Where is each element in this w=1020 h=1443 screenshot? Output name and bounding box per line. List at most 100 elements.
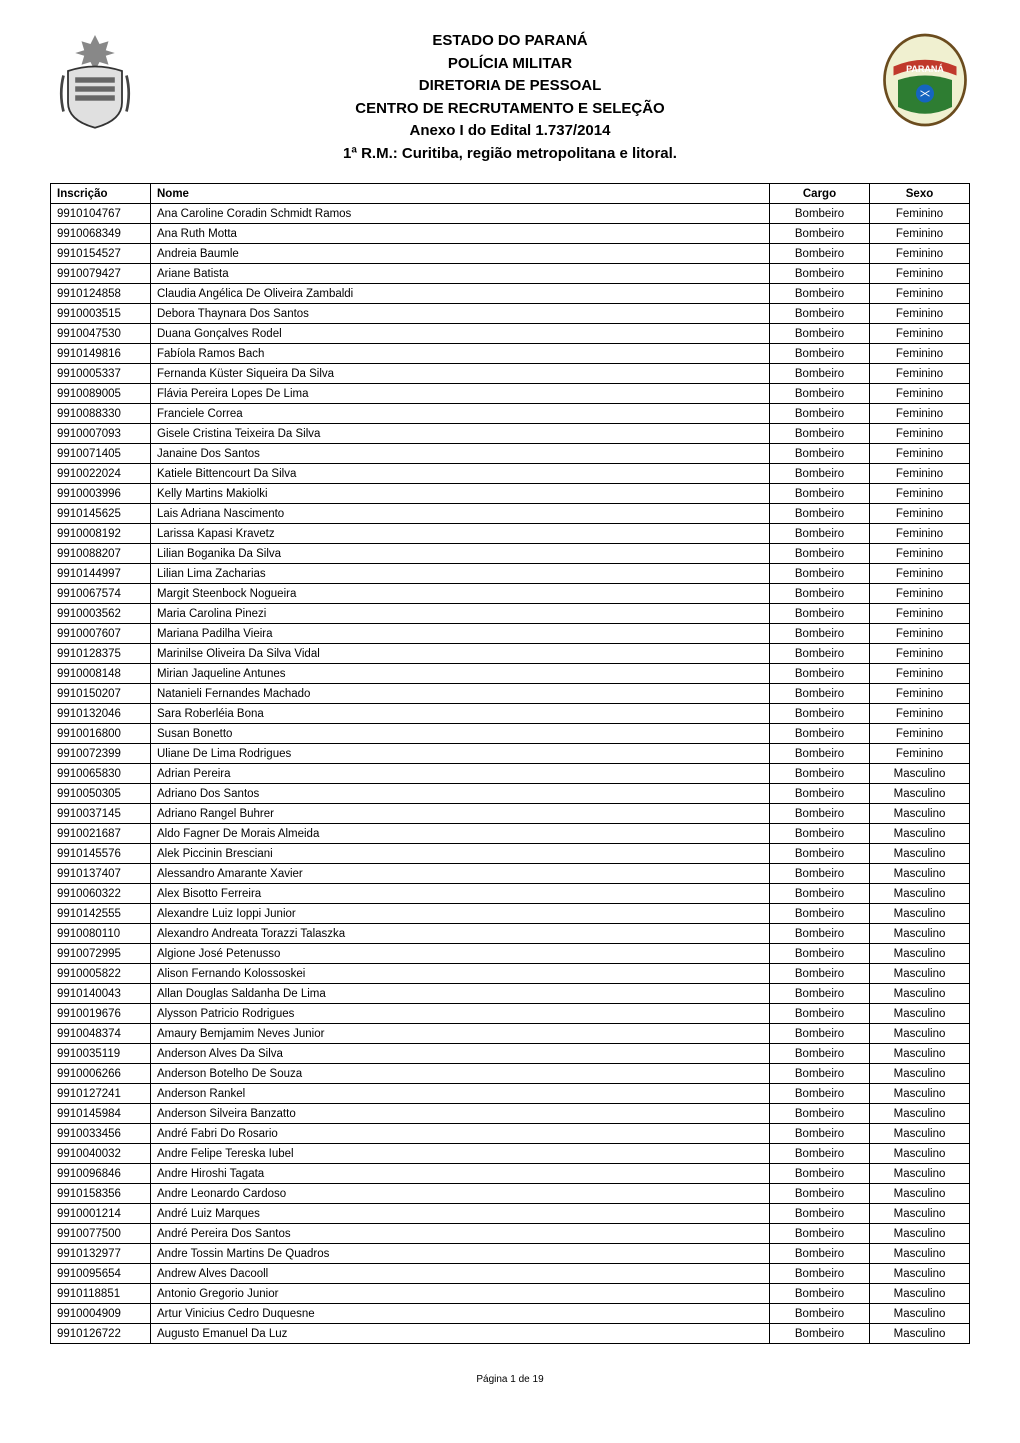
- cell-nome: Anderson Silveira Banzatto: [151, 1104, 770, 1124]
- table-row: 9910003515Debora Thaynara Dos SantosBomb…: [51, 304, 970, 324]
- svg-text:PARANÁ: PARANÁ: [906, 64, 944, 74]
- cell-inscricao: 9910132046: [51, 704, 151, 724]
- cell-cargo: Bombeiro: [770, 1044, 870, 1064]
- cell-sexo: Feminino: [870, 344, 970, 364]
- cell-cargo: Bombeiro: [770, 764, 870, 784]
- cell-cargo: Bombeiro: [770, 1224, 870, 1244]
- cell-inscricao: 9910149816: [51, 344, 151, 364]
- cell-sexo: Masculino: [870, 1244, 970, 1264]
- cell-nome: André Pereira Dos Santos: [151, 1224, 770, 1244]
- cell-sexo: Feminino: [870, 384, 970, 404]
- cell-sexo: Masculino: [870, 1324, 970, 1344]
- table-row: 9910047530Duana Gonçalves RodelBombeiroF…: [51, 324, 970, 344]
- table-row: 9910088330Franciele CorreaBombeiroFemini…: [51, 404, 970, 424]
- cell-cargo: Bombeiro: [770, 924, 870, 944]
- table-row: 9910118851Antonio Gregorio JuniorBombeir…: [51, 1284, 970, 1304]
- cell-cargo: Bombeiro: [770, 244, 870, 264]
- table-row: 9910007093Gisele Cristina Teixeira Da Si…: [51, 424, 970, 444]
- cell-cargo: Bombeiro: [770, 1284, 870, 1304]
- table-row: 9910140043Allan Douglas Saldanha De Lima…: [51, 984, 970, 1004]
- cell-inscricao: 9910001214: [51, 1204, 151, 1224]
- cell-cargo: Bombeiro: [770, 224, 870, 244]
- cell-inscricao: 9910150207: [51, 684, 151, 704]
- table-row: 9910035119Anderson Alves Da SilvaBombeir…: [51, 1044, 970, 1064]
- table-row: 9910005337Fernanda Küster Siqueira Da Si…: [51, 364, 970, 384]
- cell-cargo: Bombeiro: [770, 1024, 870, 1044]
- cell-sexo: Masculino: [870, 1064, 970, 1084]
- cell-nome: Mirian Jaqueline Antunes: [151, 664, 770, 684]
- cell-cargo: Bombeiro: [770, 704, 870, 724]
- cell-nome: Janaine Dos Santos: [151, 444, 770, 464]
- table-row: 9910004909Artur Vinicius Cedro DuquesneB…: [51, 1304, 970, 1324]
- cell-nome: Gisele Cristina Teixeira Da Silva: [151, 424, 770, 444]
- cell-cargo: Bombeiro: [770, 1304, 870, 1324]
- cell-inscricao: 9910060322: [51, 884, 151, 904]
- cell-inscricao: 9910080110: [51, 924, 151, 944]
- cell-inscricao: 9910126722: [51, 1324, 151, 1344]
- cell-inscricao: 9910072995: [51, 944, 151, 964]
- cell-nome: Amaury Bemjamim Neves Junior: [151, 1024, 770, 1044]
- table-row: 9910060322Alex Bisotto FerreiraBombeiroM…: [51, 884, 970, 904]
- cell-sexo: Feminino: [870, 424, 970, 444]
- cell-inscricao: 9910050305: [51, 784, 151, 804]
- cell-cargo: Bombeiro: [770, 264, 870, 284]
- cell-inscricao: 9910005337: [51, 364, 151, 384]
- table-row: 9910132977Andre Tossin Martins De Quadro…: [51, 1244, 970, 1264]
- cell-cargo: Bombeiro: [770, 464, 870, 484]
- header-line-2: POLÍCIA MILITAR: [180, 53, 840, 76]
- cell-cargo: Bombeiro: [770, 904, 870, 924]
- cell-sexo: Masculino: [870, 884, 970, 904]
- cell-cargo: Bombeiro: [770, 744, 870, 764]
- cell-sexo: Masculino: [870, 1264, 970, 1284]
- table-row: 9910149816Fabíola Ramos BachBombeiroFemi…: [51, 344, 970, 364]
- cell-sexo: Masculino: [870, 1144, 970, 1164]
- cell-nome: Artur Vinicius Cedro Duquesne: [151, 1304, 770, 1324]
- table-row: 9910088207Lilian Boganika Da SilvaBombei…: [51, 544, 970, 564]
- cell-inscricao: 9910088207: [51, 544, 151, 564]
- cell-cargo: Bombeiro: [770, 204, 870, 224]
- cell-sexo: Feminino: [870, 564, 970, 584]
- cell-cargo: Bombeiro: [770, 1244, 870, 1264]
- table-row: 9910137407Alessandro Amarante XavierBomb…: [51, 864, 970, 884]
- cell-cargo: Bombeiro: [770, 1144, 870, 1164]
- cell-inscricao: 9910065830: [51, 764, 151, 784]
- cell-sexo: Masculino: [870, 944, 970, 964]
- cell-cargo: Bombeiro: [770, 784, 870, 804]
- table-row: 9910072995Algione José PetenussoBombeiro…: [51, 944, 970, 964]
- cell-inscricao: 9910154527: [51, 244, 151, 264]
- table-row: 9910065830Adrian PereiraBombeiroMasculin…: [51, 764, 970, 784]
- cell-inscricao: 9910022024: [51, 464, 151, 484]
- table-row: 9910126722Augusto Emanuel Da LuzBombeiro…: [51, 1324, 970, 1344]
- table-row: 9910067574Margit Steenbock NogueiraBombe…: [51, 584, 970, 604]
- cell-sexo: Masculino: [870, 764, 970, 784]
- cell-inscricao: 9910007607: [51, 624, 151, 644]
- table-row: 9910003996Kelly Martins MakiolkiBombeiro…: [51, 484, 970, 504]
- cell-inscricao: 9910037145: [51, 804, 151, 824]
- table-row: 9910001214André Luiz MarquesBombeiroMasc…: [51, 1204, 970, 1224]
- cell-inscricao: 9910033456: [51, 1124, 151, 1144]
- cell-inscricao: 9910071405: [51, 444, 151, 464]
- table-row: 9910145625Lais Adriana NascimentoBombeir…: [51, 504, 970, 524]
- cell-nome: Fernanda Küster Siqueira Da Silva: [151, 364, 770, 384]
- cell-sexo: Masculino: [870, 1044, 970, 1064]
- cell-inscricao: 9910079427: [51, 264, 151, 284]
- cell-inscricao: 9910019676: [51, 1004, 151, 1024]
- parana-emblem-icon: PARANÁ: [880, 30, 970, 130]
- table-row: 9910068349Ana Ruth MottaBombeiroFeminino: [51, 224, 970, 244]
- cell-cargo: Bombeiro: [770, 484, 870, 504]
- cell-sexo: Feminino: [870, 444, 970, 464]
- cell-inscricao: 9910088330: [51, 404, 151, 424]
- cell-cargo: Bombeiro: [770, 624, 870, 644]
- table-row: 9910127241Anderson RankelBombeiroMasculi…: [51, 1084, 970, 1104]
- col-header-nome: Nome: [151, 184, 770, 204]
- cell-cargo: Bombeiro: [770, 404, 870, 424]
- cell-nome: Fabíola Ramos Bach: [151, 344, 770, 364]
- cell-inscricao: 9910104767: [51, 204, 151, 224]
- cell-inscricao: 9910128375: [51, 644, 151, 664]
- table-row: 9910104767Ana Caroline Coradin Schmidt R…: [51, 204, 970, 224]
- cell-cargo: Bombeiro: [770, 1084, 870, 1104]
- cell-nome: Andre Felipe Tereska Iubel: [151, 1144, 770, 1164]
- table-row: 9910124858Claudia Angélica De Oliveira Z…: [51, 284, 970, 304]
- cell-sexo: Masculino: [870, 1084, 970, 1104]
- table-row: 9910142555Alexandre Luiz Ioppi JuniorBom…: [51, 904, 970, 924]
